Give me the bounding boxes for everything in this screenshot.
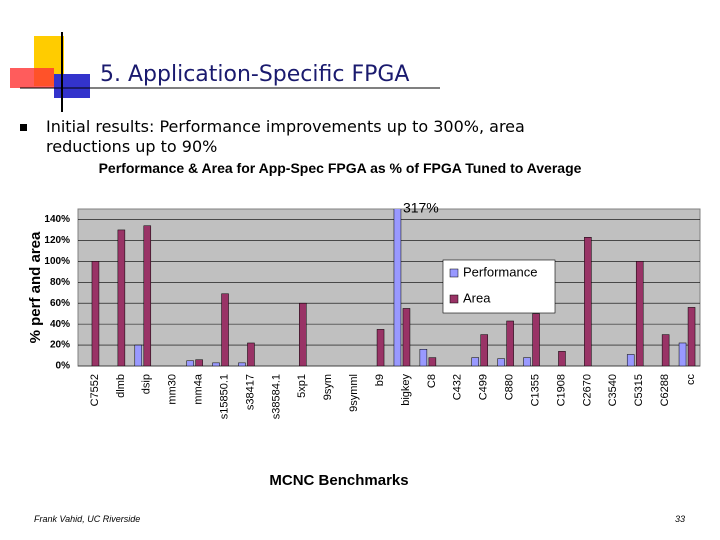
x-tick-label: C499 [478,374,490,400]
chart-title: Performance & Area for App-Spec FPGA as … [98,160,582,176]
slide-title: 5. Application-Specific FPGA [100,62,410,87]
bar [143,225,152,366]
bar [376,329,385,366]
x-tick-label: mm30 [167,374,179,405]
y-axis-label: % perf and area [27,231,44,343]
bar [117,229,126,366]
bar [497,358,505,366]
x-tick-label: 9symml [348,374,360,412]
x-tick-label: b9 [374,374,386,386]
bar [247,342,255,366]
bar [393,209,402,366]
bar [558,351,566,366]
legend-swatch [449,268,459,278]
x-tick-label: C2670 [581,374,593,406]
page-number: 33 [675,514,686,524]
x-tick-label: C6288 [659,374,671,406]
y-tick-label: 100% [44,256,70,267]
bar [402,308,411,366]
x-tick-label: C880 [504,374,516,400]
data-label: 317% [403,200,439,216]
legend-swatch [449,294,459,304]
bar [134,344,143,366]
bar [687,307,696,366]
y-tick-label: 0% [56,361,71,372]
legend-box [442,259,556,314]
x-tick-label: dlmb [115,374,127,398]
x-tick-label: bigkey [400,374,412,406]
bars [91,209,696,366]
x-tick-label: C432 [452,374,464,400]
y-tick-label: 40% [50,319,70,330]
legend-label: Area [463,290,491,305]
x-tick-label: 9sym [322,374,334,400]
y-tick-label: 80% [50,277,70,288]
footer: Frank Vahid, UC Riverside [34,514,141,524]
x-tick-label: s15850.1 [218,374,230,419]
bar [428,357,437,366]
bar [91,261,100,366]
x-tick-label: C8 [426,374,438,388]
bar [212,362,220,366]
deco-red [10,68,54,88]
x-tick-label: s38584.1 [270,374,282,419]
y-tick-label: 140% [44,214,70,225]
deco-blue [54,74,90,98]
bar [195,359,203,366]
x-tick-label: s38417 [244,374,256,410]
bullet-text: Initial results: Performance improvement… [46,117,525,156]
bar [238,362,246,366]
bar [532,313,540,366]
x-tick-label: dsip [141,374,153,394]
bar [523,357,531,366]
x-tick-label: C1355 [529,374,541,406]
bar [221,293,229,366]
bar [480,334,488,366]
bar [626,354,635,366]
bar [661,334,670,366]
legend-label: Performance [463,264,537,279]
x-tick-label: cc [685,374,697,386]
x-tick-label: mm4a [193,373,205,404]
x-tick-label: C5315 [633,374,645,406]
bullet-mark [20,124,27,131]
x-tick-label: C7552 [89,374,101,406]
bar [471,357,479,366]
y-tick-label: 60% [50,298,70,309]
x-tick-label: 5xp1 [296,374,308,398]
bar [506,320,514,366]
x-axis-label: MCNC Benchmarks [269,472,408,489]
x-tick-label: C3540 [607,374,619,406]
bar [635,261,644,366]
y-tick-label: 120% [44,235,70,246]
y-tick-label: 20% [50,340,70,351]
bar [678,342,687,366]
plot-area [77,208,701,367]
bar [186,360,194,366]
x-tick-label: C1908 [555,374,567,406]
bar [584,237,592,366]
bar [299,302,307,366]
bar [419,349,428,366]
